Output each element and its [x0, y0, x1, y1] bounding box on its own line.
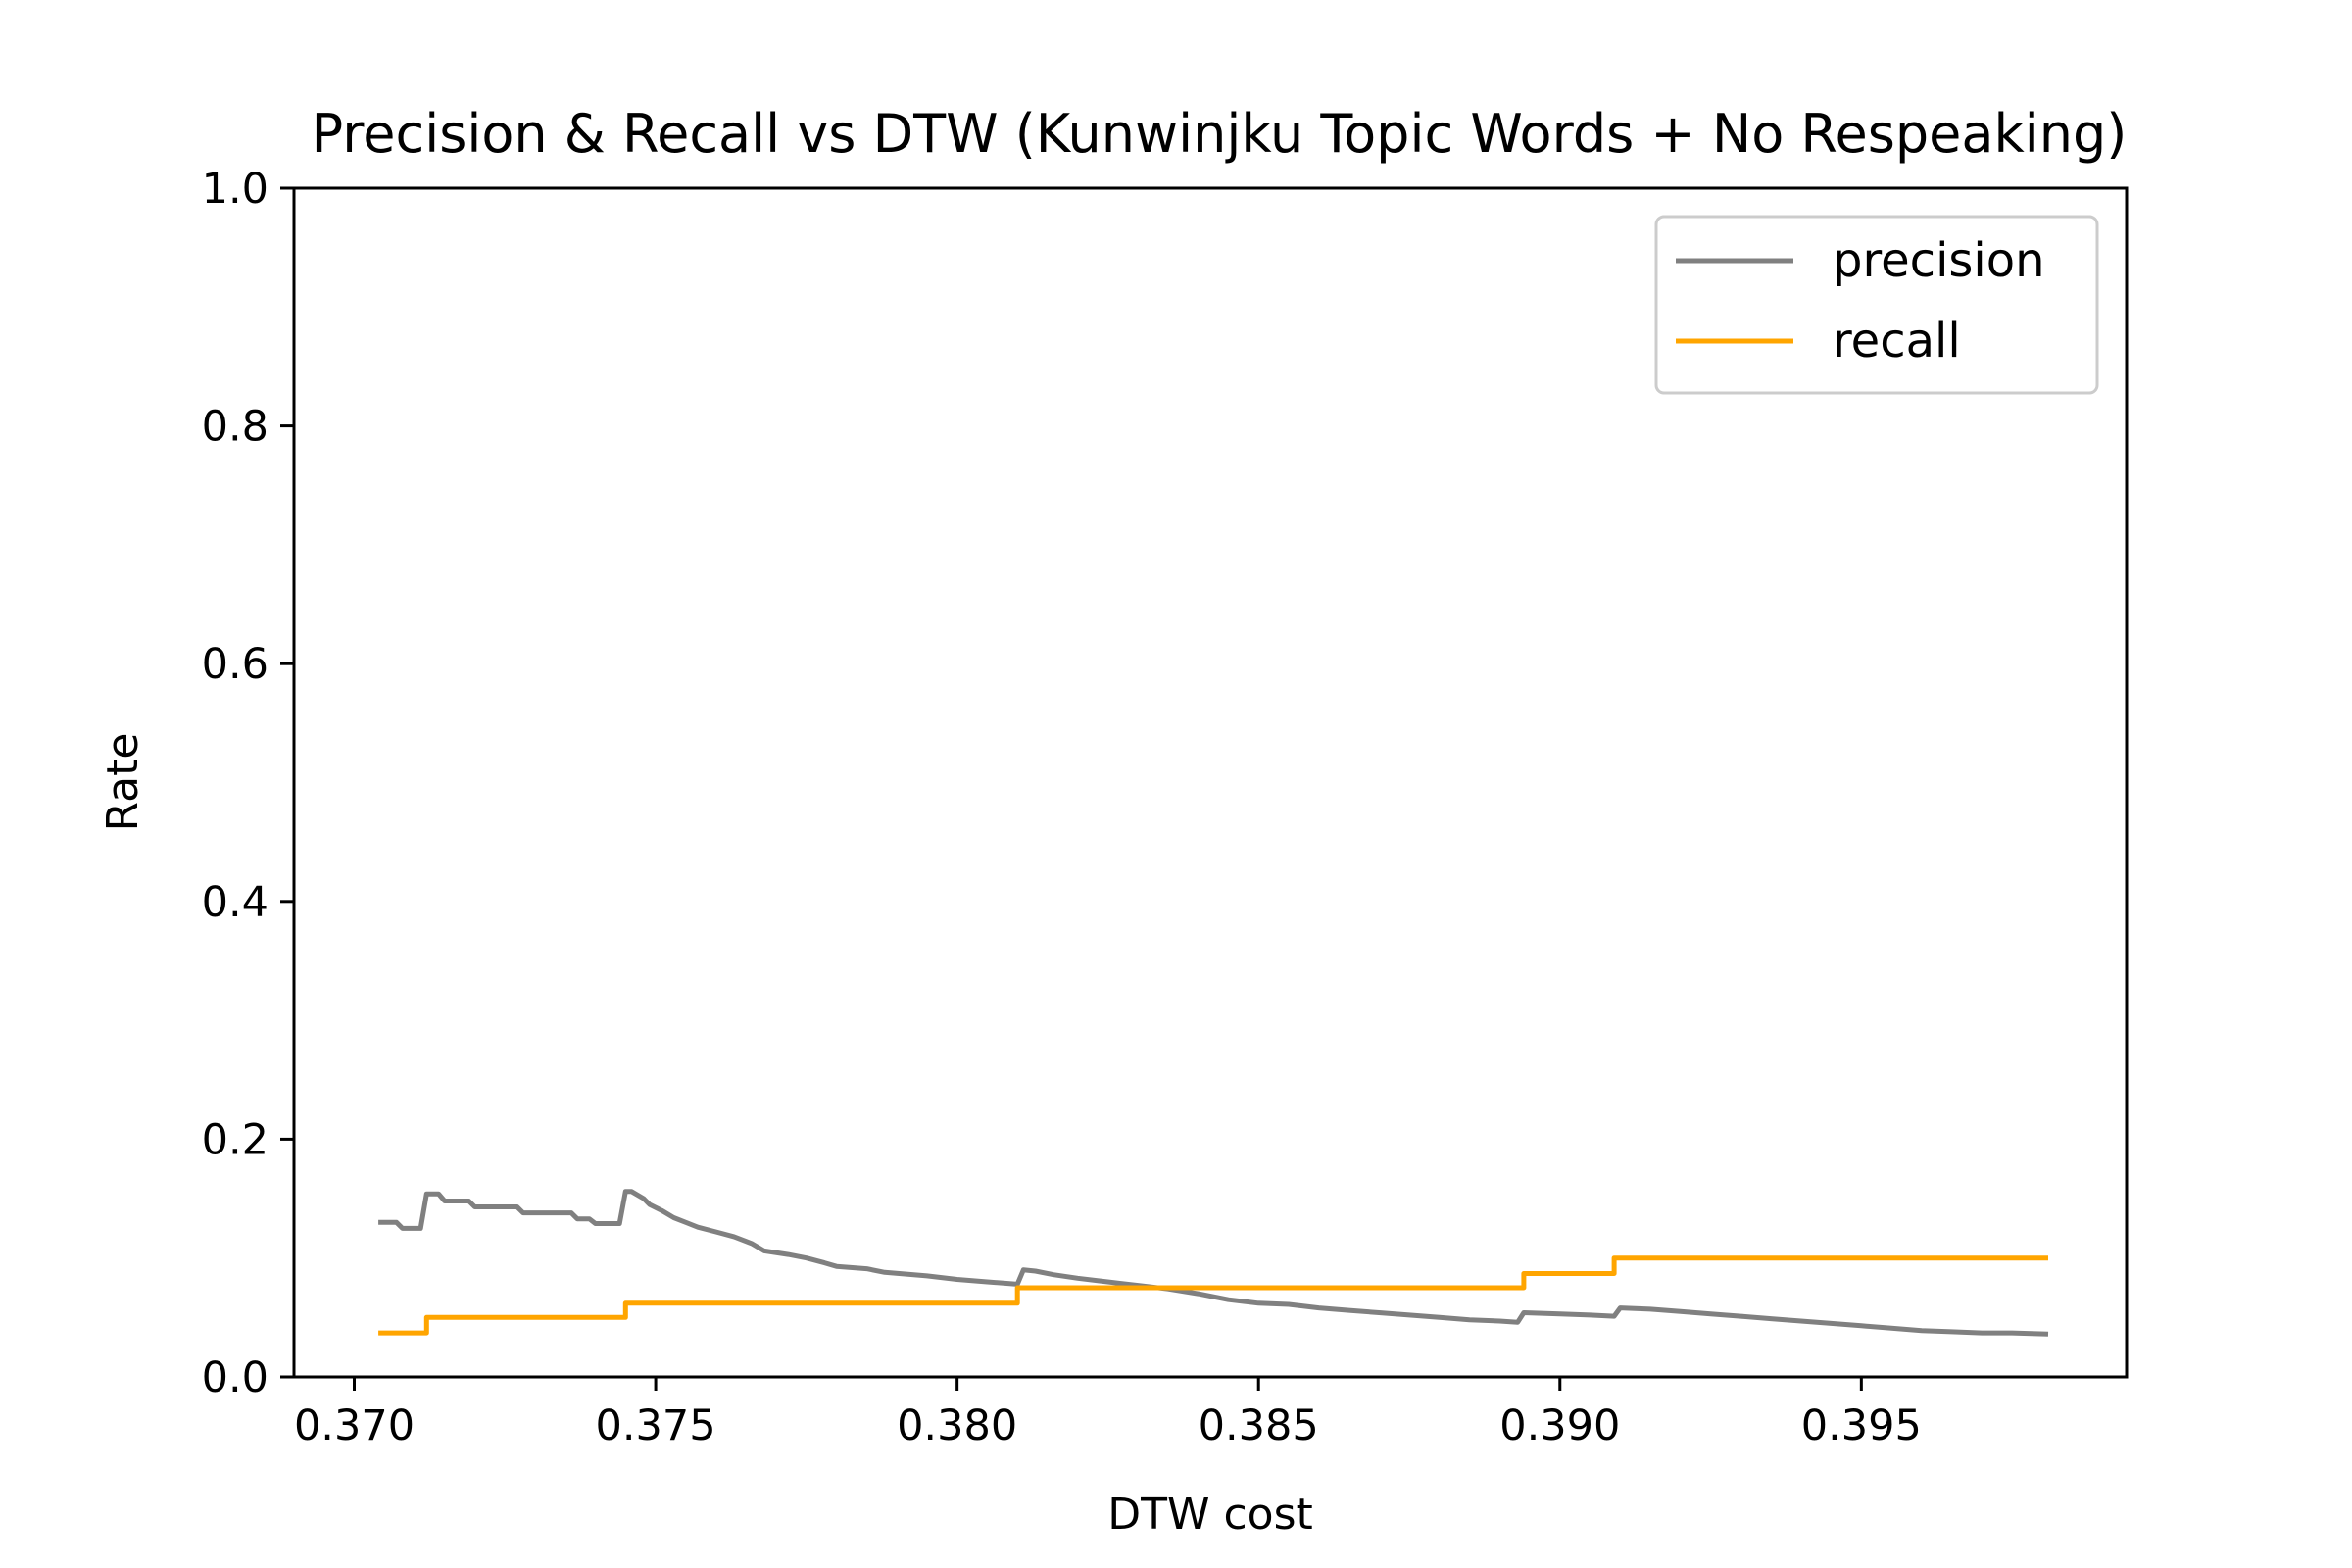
- y-tick-label: 1.0: [202, 165, 269, 214]
- series-line-recall: [378, 1255, 2048, 1336]
- y-tick-label: 0.8: [202, 403, 269, 452]
- y-axis-ticks: 0.0 0.2 0.4 0.6 0.8 1.0: [202, 165, 294, 1402]
- y-tick-label: 0.0: [202, 1353, 269, 1402]
- x-tick-label: 0.375: [596, 1401, 716, 1450]
- x-tick-label: 0.390: [1499, 1401, 1620, 1450]
- y-tick-label: 0.6: [202, 640, 269, 689]
- y-tick-label: 0.4: [202, 878, 269, 927]
- y-axis-label: Rate: [98, 733, 148, 832]
- series-line-precision: [378, 1189, 2049, 1337]
- x-tick-label: 0.385: [1199, 1401, 1319, 1450]
- y-tick-label: 0.2: [202, 1115, 269, 1164]
- legend-label-precision: precision: [1833, 233, 2045, 288]
- plot-lines: [378, 1189, 2049, 1337]
- plot-frame: [292, 186, 2129, 1379]
- legend: precision recall: [1654, 215, 2099, 395]
- x-tick-label: 0.370: [294, 1401, 415, 1450]
- x-tick-label: 0.395: [1801, 1401, 1922, 1450]
- legend-label-recall: recall: [1833, 314, 1961, 368]
- chart-title: Precision & Recall vs DTW (Kunwinjku Top…: [312, 103, 2128, 165]
- x-tick-label: 0.380: [897, 1401, 1017, 1450]
- x-axis-ticks: 0.370 0.375 0.380 0.385 0.390 0.395: [294, 1377, 1922, 1450]
- x-axis-label: DTW cost: [1107, 1490, 1313, 1540]
